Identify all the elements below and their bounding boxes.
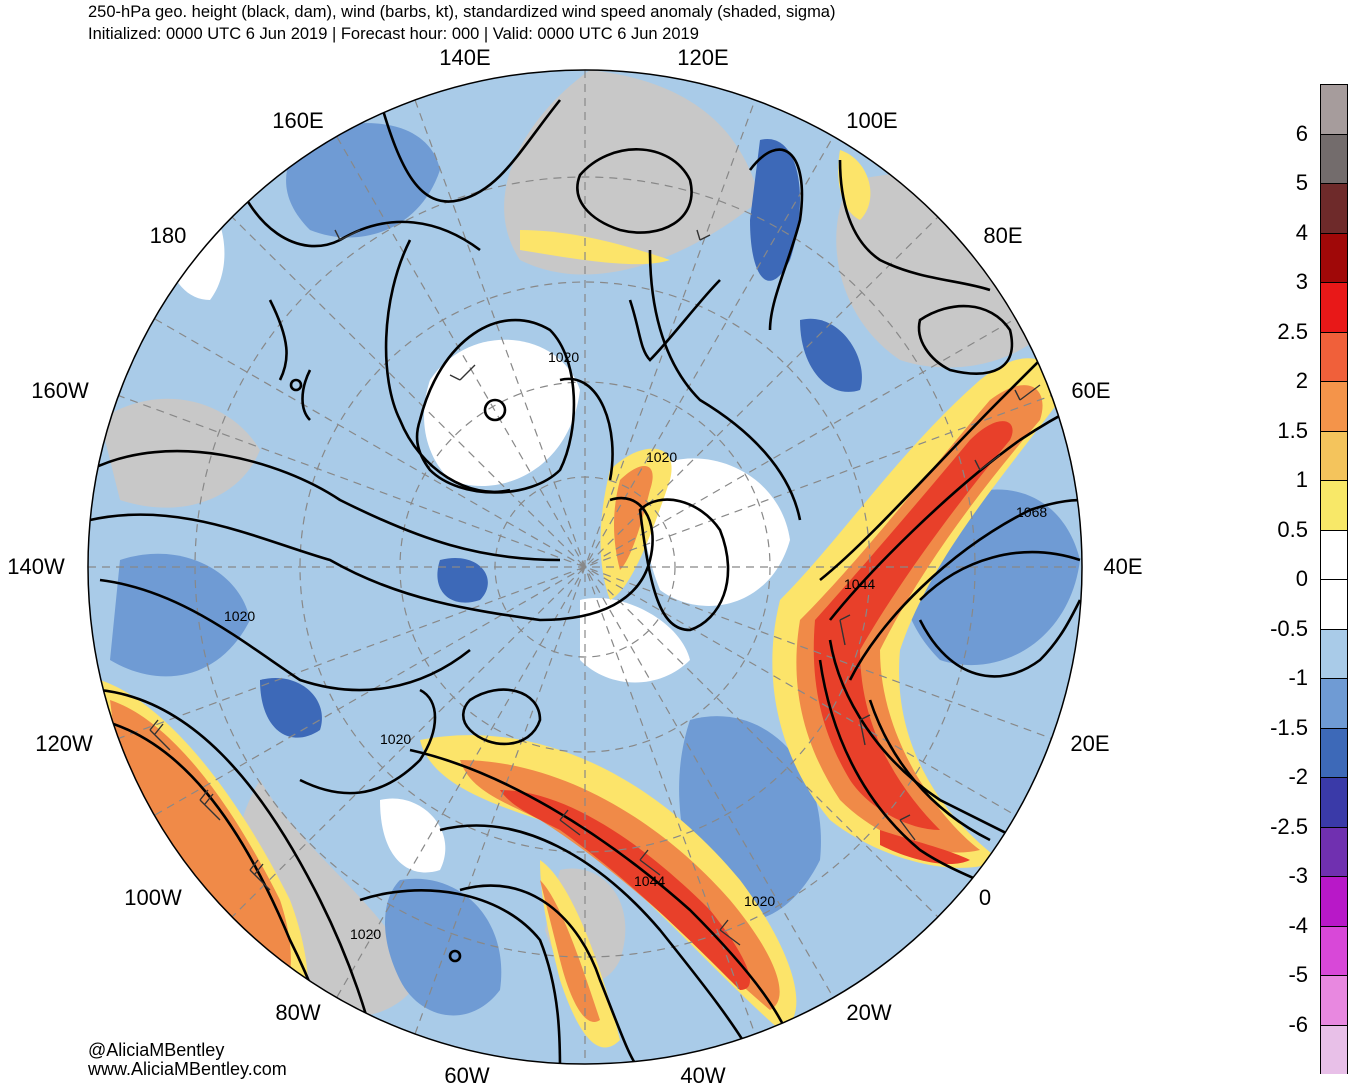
white-shading xyxy=(165,180,790,873)
colorbar-swatch xyxy=(1320,331,1348,381)
colorbar-label: 2 xyxy=(1295,368,1308,393)
colorbar-swatch xyxy=(1320,133,1348,183)
lon-label-180: 180 xyxy=(149,223,187,248)
colorbar-swatch xyxy=(1320,925,1348,975)
contour-label: 1044 xyxy=(634,873,665,889)
lon-label-60w: 60W xyxy=(444,1063,490,1088)
colorbar-swatch xyxy=(1320,232,1348,282)
colorbar-swatch xyxy=(1320,1024,1348,1074)
colorbar-label: -6 xyxy=(1288,1011,1308,1037)
colorbar-label: -1.5 xyxy=(1270,714,1308,740)
lon-label-80w: 80W xyxy=(275,1000,321,1025)
colorbar-label: -4 xyxy=(1288,912,1308,938)
colorbar-swatch xyxy=(1320,529,1348,579)
credit-handle: @AliciaMBentley xyxy=(88,1040,225,1060)
colorbar-swatch xyxy=(1320,975,1348,1025)
contour-label: 1020 xyxy=(548,349,579,365)
lon-label-120e: 120E xyxy=(677,45,729,70)
lon-label-60e: 60E xyxy=(1071,378,1111,403)
colorbar-swatch xyxy=(1320,84,1348,134)
colorbar-label: 5 xyxy=(1295,170,1308,195)
colorbar xyxy=(1320,84,1349,1074)
colorbar-label: -5 xyxy=(1288,962,1308,987)
lon-label-100w: 100W xyxy=(124,885,182,910)
colorbar-swatch xyxy=(1320,777,1348,827)
colorbar-label: -2 xyxy=(1288,764,1308,789)
lon-label-40w: 40W xyxy=(680,1063,726,1088)
lon-label-100e: 100E xyxy=(846,108,898,133)
colorbar-swatch xyxy=(1320,430,1348,480)
contour-label: 1020 xyxy=(646,449,677,465)
colorbar-swatch xyxy=(1320,183,1348,233)
colorbar-swatch xyxy=(1320,727,1348,777)
colorbar-label: -3 xyxy=(1288,863,1308,888)
contour-label: 1020 xyxy=(350,926,381,942)
lon-label-80e: 80E xyxy=(983,223,1023,248)
wind-barbs xyxy=(149,229,1041,946)
colorbar-swatch xyxy=(1320,826,1348,876)
lon-label-0: 0 xyxy=(978,885,992,910)
graticule xyxy=(88,70,1082,1064)
colorbar-swatch xyxy=(1320,381,1348,431)
colorbar-label: 4 xyxy=(1295,219,1308,245)
colorbar-label: 3 xyxy=(1295,269,1308,294)
lon-label-20w: 20W xyxy=(846,1000,892,1025)
lon-label-140e: 140E xyxy=(439,45,491,70)
colorbar-label: 2.5 xyxy=(1277,318,1308,344)
lon-label-40e: 40E xyxy=(1103,554,1143,579)
credit-website: www.AliciaMBentley.com xyxy=(88,1059,287,1079)
colorbar-swatch xyxy=(1320,876,1348,926)
contour-label: 1044 xyxy=(844,576,875,592)
lon-label-20e: 20E xyxy=(1070,731,1110,756)
colorbar-label: 1.5 xyxy=(1277,417,1308,443)
colorbar-swatch xyxy=(1320,480,1348,530)
colorbar-label: 0.5 xyxy=(1277,516,1308,542)
lon-label-160e: 160E xyxy=(272,108,324,133)
colorbar-label: -0.5 xyxy=(1270,615,1308,641)
contour-label: 1020 xyxy=(744,893,775,909)
lon-label-160w: 160W xyxy=(31,378,89,403)
contour-label: 1020 xyxy=(224,608,255,624)
contour-label: 1068 xyxy=(1016,504,1047,520)
chart-subtitle: Initialized: 0000 UTC 6 Jun 2019 | Forec… xyxy=(88,25,699,43)
lon-label-120w: 120W xyxy=(35,731,93,756)
colorbar-label: -1 xyxy=(1288,665,1308,690)
colorbar-label: 6 xyxy=(1295,120,1308,146)
colorbar-label: -2.5 xyxy=(1270,813,1308,839)
chart-title: 250-hPa geo. height (black, dam), wind (… xyxy=(88,3,836,21)
colorbar-label: 0 xyxy=(1295,566,1308,591)
colorbar-swatch xyxy=(1320,579,1348,629)
colorbar-swatch xyxy=(1320,282,1348,332)
colorbar-swatch xyxy=(1320,628,1348,678)
colorbar-label: 1 xyxy=(1295,467,1308,492)
contour-label: 1020 xyxy=(380,731,411,747)
colorbar-swatch xyxy=(1320,678,1348,728)
lon-label-140w: 140W xyxy=(7,554,65,579)
